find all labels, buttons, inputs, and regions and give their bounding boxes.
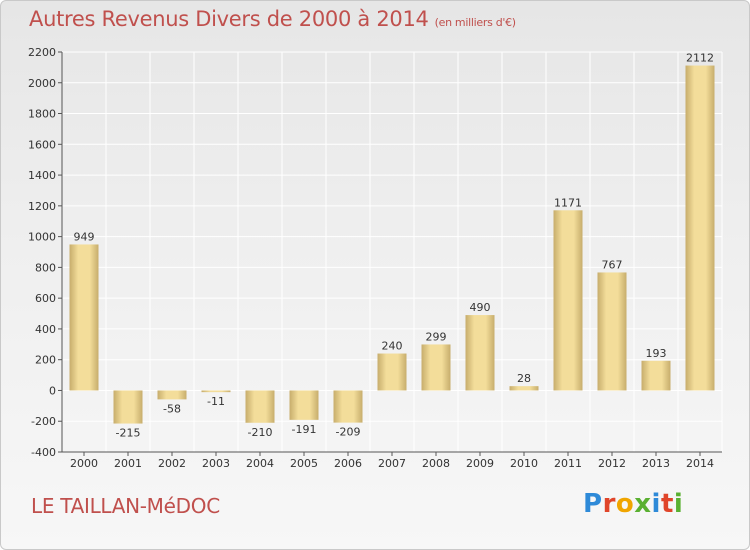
logo-letter: i [651, 489, 661, 519]
y-tick-label: 1000 [28, 231, 56, 244]
bar [641, 360, 671, 391]
bar-value-label: 28 [517, 372, 531, 385]
chart-subtitle: (en milliers d'€) [434, 16, 516, 29]
logo-letter: r [602, 489, 616, 519]
bar [377, 353, 407, 391]
y-tick-label: -400 [31, 446, 56, 459]
x-tick-label: 2009 [466, 457, 494, 470]
x-tick-label: 2004 [246, 457, 274, 470]
bar [685, 65, 715, 391]
y-tick-label: 0 [49, 384, 56, 397]
bar [113, 390, 143, 424]
bar [69, 244, 99, 391]
x-tick-label: 2012 [598, 457, 626, 470]
y-tick-label: 1800 [28, 108, 56, 121]
bar-value-label: 490 [470, 301, 491, 314]
bar-value-label: 240 [382, 340, 403, 353]
x-tick-label: 2014 [686, 457, 714, 470]
bar-value-label: 299 [426, 330, 447, 343]
bar [289, 390, 319, 420]
logo-letter: P [583, 489, 603, 519]
bar-value-label: 193 [646, 347, 667, 360]
y-tick-label: 1200 [28, 200, 56, 213]
logo-letter: x [634, 489, 652, 519]
chart-title-text: Autres Revenus Divers de 2000 à 2014 [29, 7, 429, 31]
bar-value-label: 767 [602, 258, 623, 271]
y-tick-label: 2200 [28, 46, 56, 59]
x-tick-label: 2001 [114, 457, 142, 470]
bar [333, 390, 363, 423]
y-tick-label: 800 [35, 261, 56, 274]
x-tick-label: 2000 [70, 457, 98, 470]
bar-value-label: 949 [74, 230, 95, 243]
bar-value-label: -215 [116, 427, 141, 440]
chart-title: Autres Revenus Divers de 2000 à 2014 (en … [29, 7, 516, 31]
bar [597, 272, 627, 391]
bar [421, 344, 451, 391]
bar [509, 386, 539, 391]
bar [553, 210, 583, 391]
bar-value-label: -209 [336, 426, 361, 439]
bar-value-label: 2112 [686, 52, 714, 65]
proxiti-logo: Proxiti [583, 489, 683, 519]
bar-value-label: -210 [248, 426, 273, 439]
commune-name: LE TAILLAN-MéDOC [31, 494, 220, 518]
bar-value-label: -58 [163, 402, 181, 415]
x-tick-label: 2011 [554, 457, 582, 470]
y-tick-label: 1400 [28, 169, 56, 182]
bar [245, 390, 275, 423]
logo-letter: t [660, 489, 674, 519]
bar-value-label: -11 [207, 395, 225, 408]
y-tick-label: 1600 [28, 138, 56, 151]
y-tick-label: 600 [35, 292, 56, 305]
bar [465, 315, 495, 391]
y-tick-label: 2000 [28, 77, 56, 90]
bar [201, 390, 231, 393]
y-tick-label: 400 [35, 323, 56, 336]
x-tick-label: 2003 [202, 457, 230, 470]
bar-value-label: 1171 [554, 196, 582, 209]
bar [157, 390, 187, 400]
x-tick-label: 2002 [158, 457, 186, 470]
x-tick-label: 2013 [642, 457, 670, 470]
y-tick-label: -200 [31, 415, 56, 428]
logo-letter: o [615, 489, 635, 519]
x-tick-label: 2010 [510, 457, 538, 470]
x-tick-label: 2008 [422, 457, 450, 470]
x-tick-label: 2005 [290, 457, 318, 470]
x-tick-label: 2007 [378, 457, 406, 470]
bar-value-label: -191 [292, 423, 317, 436]
x-tick-label: 2006 [334, 457, 362, 470]
y-tick-label: 200 [35, 354, 56, 367]
logo-letter: i [673, 489, 684, 519]
